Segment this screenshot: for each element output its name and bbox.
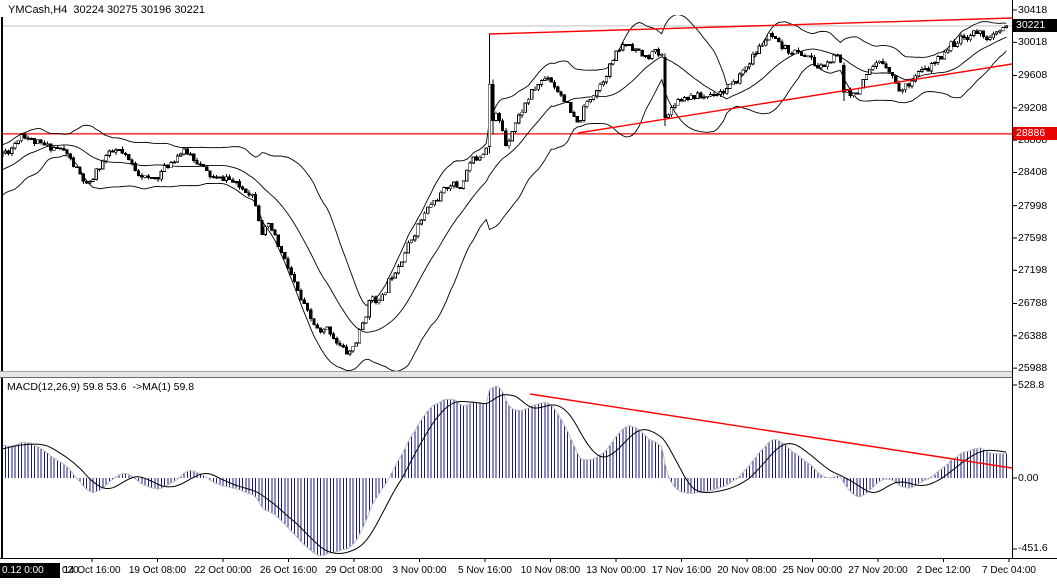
bollinger-bands [3,15,1007,371]
time-tick-label: 26 Oct 16:00 [259,565,318,576]
bollinger-middle-band [3,36,1007,333]
price-tick-label: 30418 [1018,4,1048,16]
left-border [1,17,3,558]
time-tick-label: 29 Oct 08:00 [325,565,383,576]
time-tick-label-clipped: 020 [62,565,79,576]
trendline-upper[interactable] [488,17,1012,35]
time-tick-label: 5 Nov 16:00 [458,565,512,576]
bollinger-lower-band [3,50,1007,371]
time-tick-label: 2 Dec 12:00 [916,565,971,576]
macd-axis-max-label: 528.8 [1018,379,1045,391]
price-tick-label: 26788 [1018,297,1048,310]
price-tick-label: 27598 [1018,231,1048,244]
price-tick-label: 29608 [1018,69,1048,82]
macd-histogram [4,386,1007,556]
time-tick-label: 13 Nov 00:00 [586,565,646,576]
macd-axis-min-label: -451.6 [1018,542,1048,554]
macd-signal-line [3,394,1007,554]
price-tick-label: 29208 [1018,101,1048,114]
time-tick-label: 22 Oct 00:00 [194,565,252,576]
price-tick-label: 25988 [1018,362,1048,375]
price-tick-label: 30018 [1018,36,1048,49]
indicator-label: MACD(12,26,9) 59.8 53.6 ->MA(1) 59.8 [7,381,195,393]
bollinger-upper-band [3,15,1007,306]
red-level-price-label: 28886 [1013,127,1057,141]
time-tick-label: 27 Nov 20:00 [848,565,908,576]
time-tick-label: 14 Oct 16:00 [63,565,121,576]
current-price-label: 30221 [1013,19,1057,33]
macd-axis-zero-label: 0.00 [1018,472,1039,484]
time-tick-label: 20 Nov 08:00 [717,565,777,576]
pane-splitter[interactable] [0,371,1012,378]
time-tick-label: 3 Nov 00:00 [392,565,447,576]
macd-trendline[interactable] [529,393,1012,469]
time-cursor-box: 0.12 0:00 [0,563,60,578]
price-tick-label: 27998 [1018,199,1048,212]
price-tick-label: 28408 [1018,166,1048,179]
chart-symbol-ohlc-label: YMCash,H4 30224 30275 30196 30221 [8,4,205,16]
time-tick-label: 17 Nov 16:00 [651,565,712,576]
price-tick-label: 27198 [1018,264,1048,277]
time-tick-label: 25 Nov 00:00 [782,565,843,576]
candlestick-series [3,24,1008,356]
time-tick-label: 7 Dec 04:00 [982,565,1036,576]
macd-ma1-outline [3,385,1007,557]
time-tick-label: 19 Oct 08:00 [128,565,187,576]
time-tick-label: 10 Nov 08:00 [520,565,581,576]
trendline-lower[interactable] [577,63,1012,134]
price-tick-label: 26388 [1018,329,1048,342]
